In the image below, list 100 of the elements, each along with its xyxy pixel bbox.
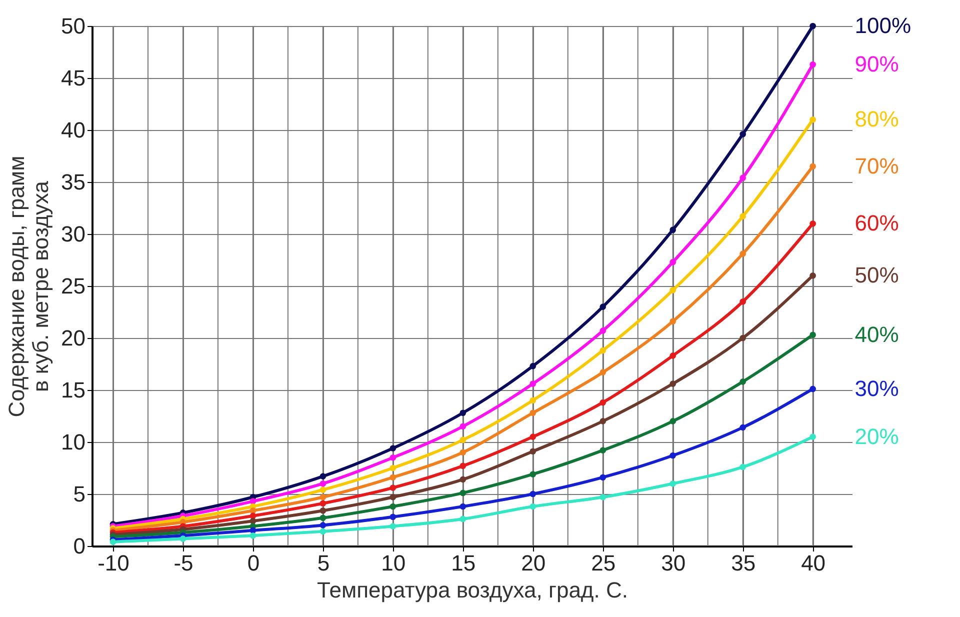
point [740,131,746,138]
x-tick-label: 25 [591,550,616,576]
point [390,474,396,481]
point [180,536,186,542]
point [810,61,816,68]
point [810,22,816,30]
y-tick-label: 10 [61,430,86,454]
series-label: 40% [854,322,899,347]
x-tick-label: -10 [98,550,130,576]
point [600,399,606,406]
point [670,380,676,387]
point [740,213,746,220]
point [810,332,816,338]
point [670,226,676,233]
point [320,528,326,535]
x-tick-label: -5 [174,550,194,576]
x-tick-label: 5 [317,550,330,576]
point [250,512,256,519]
series-label: 70% [854,153,899,178]
point [460,516,466,522]
point [320,480,326,487]
point [670,318,676,325]
point [740,464,746,470]
point [320,522,326,528]
point [600,494,606,500]
point [810,386,816,392]
x-tick-label: 20 [521,550,546,576]
point [740,424,746,431]
point [810,434,816,440]
point [460,423,466,430]
point [390,514,396,520]
point [740,250,746,257]
point [530,362,536,370]
y-tick-label: 50 [61,14,86,38]
point [530,503,536,510]
x-tick-label: 10 [381,550,406,576]
point [320,494,326,500]
y-tick-label: 30 [61,222,86,246]
y-tick-label: 25 [61,274,86,298]
point [320,514,326,522]
series-label: 20% [854,424,899,449]
point [390,454,396,461]
point [460,476,466,483]
point [530,410,536,416]
point [250,532,256,539]
point [390,503,396,510]
y-tick-label: 45 [61,66,86,90]
y-tick-label: 0 [73,534,86,558]
y-tick-label: 15 [61,378,86,402]
series-label: 30% [854,376,899,401]
point [810,163,816,170]
y-axis-title: Содержание воды, грамм в куб. метре воздуха [4,156,54,418]
point [740,298,746,305]
point [320,507,326,514]
point [530,448,536,455]
y-tick-label: 40 [61,118,86,142]
point [810,220,816,227]
point [390,484,396,491]
point [600,418,606,424]
point [390,494,396,500]
point [530,397,536,404]
point [390,523,396,530]
series-label: 50% [854,262,899,288]
x-tick-label: 40 [801,550,826,576]
point [600,369,606,376]
point [530,490,536,498]
point [250,498,256,504]
point [320,486,326,493]
series-label: 90% [854,51,899,76]
point [600,447,606,454]
point [670,287,676,294]
point [740,334,746,342]
point [810,272,816,279]
point [600,347,606,354]
point [670,352,676,359]
point [670,418,676,424]
point [460,503,466,510]
point [460,449,466,456]
series-label: 100% [854,13,912,38]
y-tick-label: 20 [61,326,86,350]
series-label: 80% [854,106,899,132]
point [600,304,606,310]
point [530,380,536,387]
point [530,471,536,478]
point [530,434,536,440]
point [600,328,606,334]
point [460,462,466,470]
x-tick-label: 15 [451,550,476,576]
point [740,378,746,385]
point [670,258,676,266]
x-tick-label: 0 [247,550,260,576]
point [670,480,676,487]
point [460,436,466,444]
x-tick-label: 30 [661,550,686,576]
series-label: 60% [854,210,899,236]
point [390,464,396,472]
point [320,473,326,480]
y-tick-label: 35 [61,170,86,194]
x-axis-title: Температура воздуха, град. С. [317,578,628,602]
point [600,474,606,481]
